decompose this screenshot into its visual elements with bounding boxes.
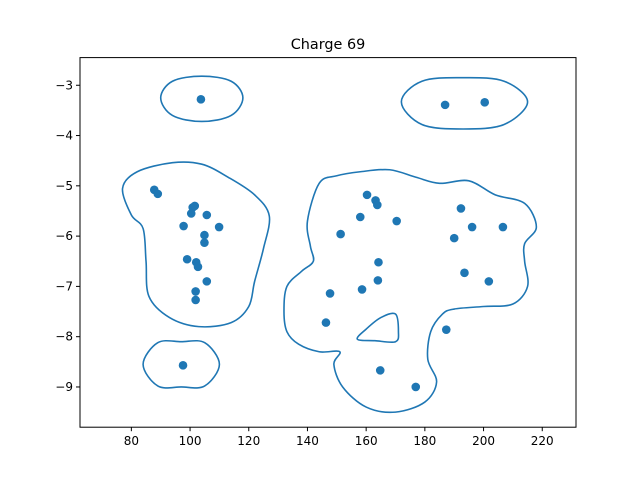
contour-line-1: [159, 75, 244, 123]
y-tick-label: −7: [55, 279, 73, 293]
scatter-point-28: [467, 222, 477, 232]
scatter-point-2: [440, 100, 450, 110]
y-tick-label: −4: [55, 129, 73, 143]
scatter-point-26: [336, 229, 345, 239]
scatter-point-16: [193, 262, 203, 272]
scatter-point-35: [357, 285, 367, 294]
scatter-point-17: [202, 277, 212, 286]
scatter-point-37: [321, 318, 331, 327]
scatter-point-32: [460, 268, 469, 278]
y-tick-label: −5: [55, 179, 73, 193]
scatter-point-14: [182, 254, 192, 264]
point-layer: [149, 95, 508, 392]
contour-line-2: [400, 76, 529, 130]
scatter-point-5: [153, 189, 163, 199]
contour-line-6: [356, 312, 400, 344]
y-tick-label: −3: [55, 78, 73, 92]
scatter-point-12: [200, 230, 209, 240]
y-tick-label: −9: [55, 380, 73, 394]
contour-layer: [121, 75, 538, 414]
scatter-point-38: [441, 325, 451, 334]
scatter-point-27: [456, 204, 466, 213]
x-tick-label: 100: [179, 434, 202, 448]
x-axis: 80 100 120 140 160 180 200 220: [124, 427, 554, 448]
chart-title: Charge 69: [291, 37, 366, 53]
scatter-point-13: [200, 238, 209, 247]
x-tick-label: 220: [531, 434, 554, 448]
scatter-point-23: [373, 200, 382, 210]
x-tick-label: 120: [237, 434, 260, 448]
contour-line-4: [142, 339, 221, 389]
scatter-point-10: [179, 221, 188, 231]
scatter-point-8: [190, 201, 200, 211]
scatter-point-29: [498, 222, 508, 232]
scatter-point-7: [186, 209, 196, 218]
scatter-point-18: [191, 287, 200, 296]
scatter-point-21: [362, 190, 372, 200]
y-tick-label: −8: [55, 330, 73, 344]
x-tick-label: 200: [472, 434, 495, 448]
y-tick-label: −6: [55, 229, 73, 243]
scatter-point-24: [355, 212, 365, 222]
scatter-point-39: [375, 366, 385, 375]
contour-line-5: [283, 168, 538, 414]
scatter-point-31: [374, 257, 383, 267]
scatter-point-40: [411, 382, 421, 392]
contour-line-3: [121, 161, 271, 328]
scatter-point-19: [191, 295, 200, 305]
scatter-point-30: [449, 233, 459, 243]
x-tick-label: 180: [413, 434, 436, 448]
scatter-point-34: [484, 277, 494, 286]
scatter-point-20: [178, 361, 188, 370]
scatter-point-11: [214, 222, 224, 232]
x-tick-label: 160: [355, 434, 378, 448]
scatter-point-33: [373, 276, 383, 285]
y-axis: −3 −4 −5 −6 −7 −8 −9: [55, 78, 80, 394]
scatter-point-25: [392, 216, 401, 226]
x-tick-label: 140: [296, 434, 319, 448]
scatter-point-36: [325, 289, 335, 298]
scatter-point-3: [480, 98, 490, 107]
x-tick-label: 80: [124, 434, 139, 448]
scatter-point-9: [202, 210, 212, 220]
scatter-point-1: [196, 95, 206, 104]
plot-frame: [79, 57, 577, 428]
